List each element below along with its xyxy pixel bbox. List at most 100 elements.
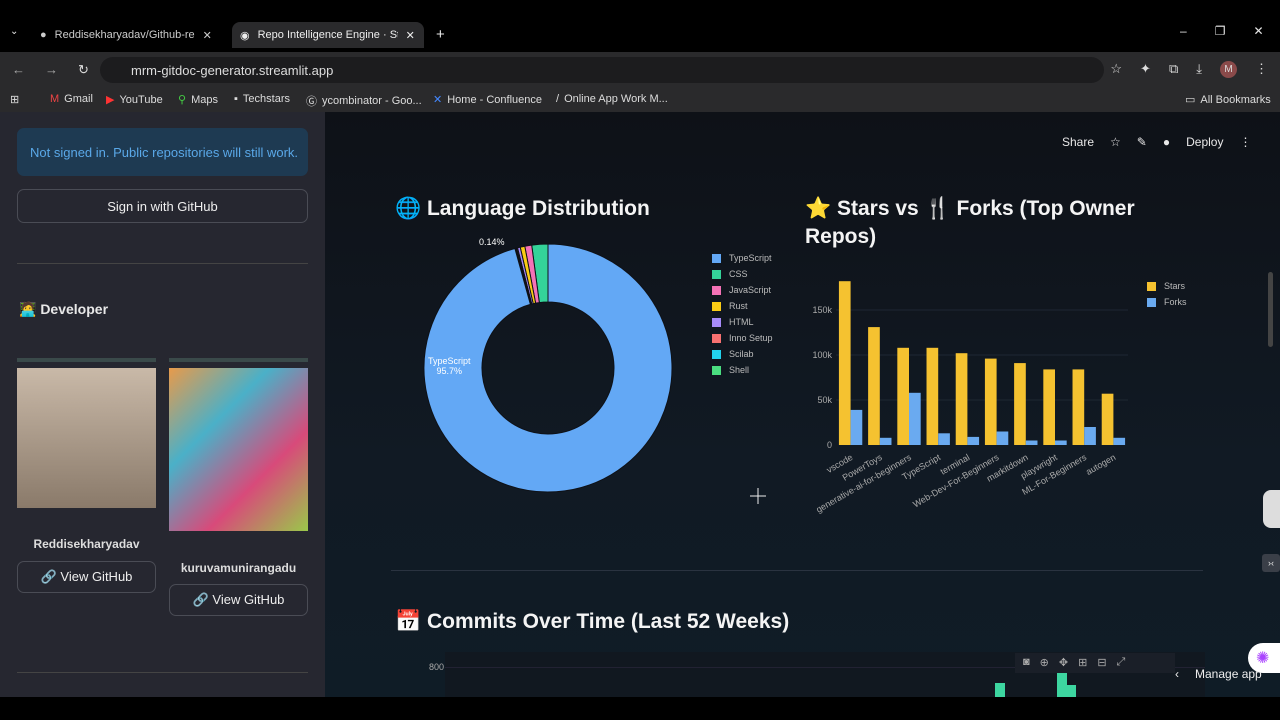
- scrollbar[interactable]: [1268, 272, 1273, 347]
- legend-item[interactable]: CSS: [712, 266, 773, 282]
- bar-stars-generative-ai-for-beginners[interactable]: [897, 347, 909, 445]
- legend-item[interactable]: Shell: [712, 362, 773, 378]
- pie-slice-typescript[interactable]: [423, 243, 673, 493]
- minimize-icon[interactable]: –: [1180, 24, 1187, 38]
- url-field[interactable]: mrm-gitdoc-generator.streamlit.app: [100, 57, 1104, 83]
- y-tick-label: 150k: [812, 305, 832, 315]
- zoom-in-icon[interactable]: ⊞: [1078, 657, 1088, 669]
- bar-forks-Web-Dev-For-Beginners[interactable]: [996, 431, 1009, 446]
- zoom-out-icon[interactable]: ⊟: [1097, 657, 1107, 669]
- share-button[interactable]: Share: [1062, 135, 1095, 149]
- forward-icon[interactable]: →: [45, 62, 58, 77]
- bar-stars-markitdown[interactable]: [1014, 363, 1026, 445]
- bar-forks-markitdown[interactable]: [1025, 440, 1038, 446]
- github-icon[interactable]: ●: [1162, 135, 1171, 149]
- card-bar: [169, 358, 308, 362]
- legend-label: Stars: [1164, 281, 1186, 291]
- divider: [17, 263, 308, 264]
- bar-stars-terminal[interactable]: [955, 353, 968, 445]
- apps-icon[interactable]: ⊞: [10, 94, 20, 106]
- deploy-button[interactable]: Deploy: [1186, 135, 1224, 149]
- tab-search-icon[interactable]: ⌄: [10, 26, 19, 37]
- bar-stars-vscode[interactable]: [838, 281, 851, 445]
- bar-stars-Web-Dev-For-Beginners[interactable]: [984, 358, 997, 445]
- gridline: [445, 667, 1205, 668]
- bookmark-gmail[interactable]: M Gmail: [50, 93, 93, 105]
- divider: [391, 570, 1203, 571]
- legend-item[interactable]: Inno Setup: [712, 330, 773, 346]
- bar-stars-ML-For-Beginners[interactable]: [1072, 369, 1085, 445]
- main-menu-icon[interactable]: ⋮: [1239, 135, 1252, 149]
- back-icon[interactable]: ←: [12, 62, 25, 77]
- bar-forks-autogen[interactable]: [1113, 437, 1126, 445]
- bookmark-techstars[interactable]: ▪ Techstars: [234, 93, 290, 105]
- bookmark-maps[interactable]: ⚲ Maps: [178, 93, 218, 107]
- collapse-icon[interactable]: ›‹: [1262, 554, 1280, 572]
- side-tab[interactable]: [1263, 490, 1280, 528]
- close-window-icon[interactable]: ✕: [1253, 24, 1264, 38]
- brain-extension-icon[interactable]: ✺: [1248, 643, 1280, 673]
- bar-forks-generative-ai-for-beginners[interactable]: [909, 392, 921, 445]
- bookmark-star-icon[interactable]: ☆: [1110, 61, 1123, 76]
- stars-forks-title-2: Repos): [805, 225, 877, 248]
- pan-icon[interactable]: ✥: [1058, 657, 1069, 669]
- bookmark-online-app[interactable]: / Online App Work M...: [556, 93, 668, 105]
- legend-label: Shell: [729, 365, 750, 375]
- bar-stars-TypeScript[interactable]: [926, 347, 939, 445]
- legend-item[interactable]: Forks: [1147, 294, 1187, 310]
- close-icon[interactable]: ✕: [405, 29, 415, 42]
- bookmark-confluence[interactable]: ✕ Home - Confluence: [433, 93, 542, 107]
- legend-item[interactable]: HTML: [712, 314, 773, 330]
- legend-item[interactable]: Stars: [1147, 278, 1187, 294]
- view-github-button-2[interactable]: 🔗 View GitHub: [169, 584, 308, 616]
- puzzle-icon[interactable]: ⧉: [1168, 61, 1179, 76]
- bar-forks-terminal[interactable]: [967, 436, 980, 445]
- legend-item[interactable]: TypeScript: [712, 250, 773, 266]
- bar-forks-vscode[interactable]: [850, 409, 863, 445]
- bar-forks-TypeScript[interactable]: [938, 433, 950, 445]
- reload-icon[interactable]: ↻: [78, 62, 89, 77]
- tab-repo-intelligence[interactable]: ◉Repo Intelligence Engine · Strea✕: [232, 22, 424, 48]
- legend-label: JavaScript: [729, 285, 772, 295]
- legend-item[interactable]: Scilab: [712, 346, 773, 362]
- edit-icon[interactable]: ✎: [1136, 135, 1147, 149]
- legend-swatch: [1147, 281, 1156, 291]
- bookmark-youtube[interactable]: ▶ YouTube: [106, 93, 163, 107]
- legend-label: CSS: [729, 269, 748, 279]
- legend-label: HTML: [729, 317, 754, 327]
- bar-legend: Stars Forks: [1147, 278, 1187, 310]
- legend-swatch: [712, 317, 721, 327]
- star-icon[interactable]: ☆: [1110, 135, 1121, 149]
- new-tab-button[interactable]: +: [436, 26, 445, 43]
- bar-forks-PowerToys[interactable]: [879, 437, 892, 445]
- download-icon[interactable]: ⤓: [1196, 61, 1202, 76]
- close-icon[interactable]: ✕: [202, 29, 212, 42]
- bar-stars-PowerToys[interactable]: [868, 327, 880, 445]
- manage-app-button[interactable]: ‹ Manage app: [1175, 667, 1262, 681]
- zoom-icon[interactable]: ⊕: [1039, 657, 1049, 669]
- profile-avatar[interactable]: M: [1220, 61, 1237, 78]
- camera-icon[interactable]: ◙: [1023, 656, 1030, 668]
- globe-icon: ◉: [240, 29, 250, 42]
- legend-swatch: [712, 253, 721, 263]
- extension-icon[interactable]: ✦: [1140, 61, 1151, 76]
- all-bookmarks[interactable]: ▭ All Bookmarks: [1185, 93, 1271, 107]
- legend-label: Rust: [729, 301, 748, 311]
- sidebar: Not signed in. Public repositories will …: [0, 112, 325, 697]
- bar-stars-autogen[interactable]: [1101, 393, 1114, 445]
- restore-icon[interactable]: ❐: [1214, 24, 1226, 38]
- view-github-button-1[interactable]: 🔗 View GitHub: [17, 561, 156, 593]
- tab-github[interactable]: ● Reddisekharyadav/Github-repo ✕: [40, 29, 212, 42]
- menu-icon[interactable]: ⋮: [1255, 61, 1268, 76]
- signin-github-button[interactable]: Sign in with GitHub: [17, 189, 308, 223]
- legend-item[interactable]: JavaScript: [712, 282, 773, 298]
- bar-forks-playwright[interactable]: [1055, 440, 1067, 446]
- bar-forks-ML-For-Beginners[interactable]: [1084, 427, 1096, 445]
- legend-item[interactable]: Rust: [712, 298, 773, 314]
- signin-notice: Not signed in. Public repositories will …: [17, 128, 308, 176]
- bar-stars-playwright[interactable]: [1043, 369, 1055, 445]
- autoscale-icon[interactable]: ⤢: [1116, 656, 1126, 668]
